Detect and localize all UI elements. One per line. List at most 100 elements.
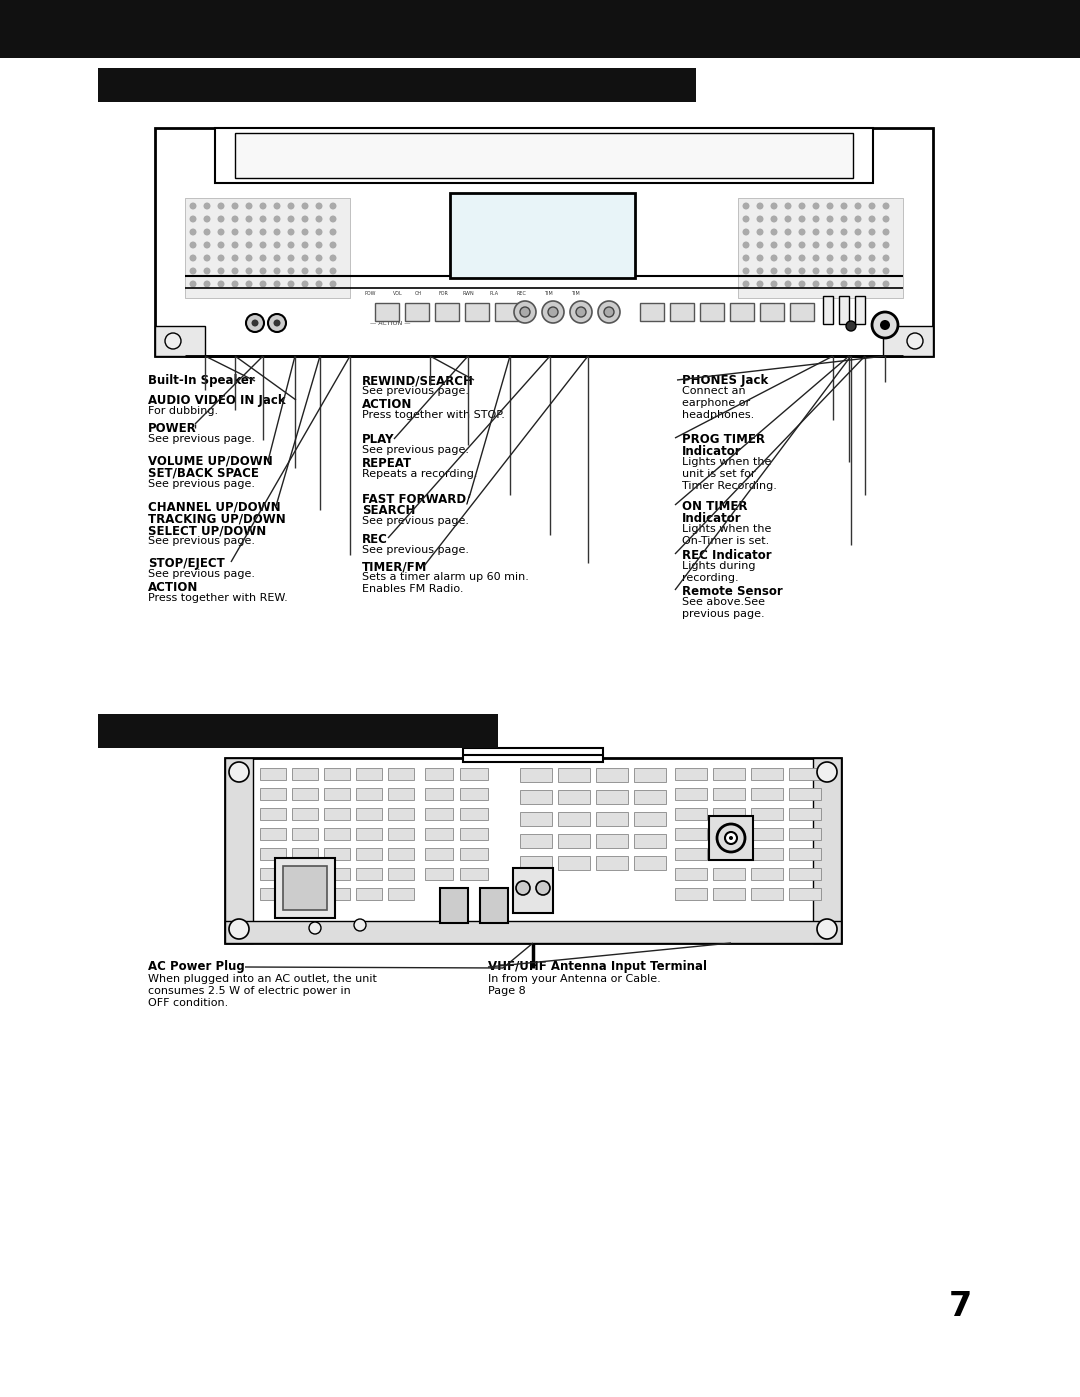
Circle shape [301,242,309,249]
Circle shape [882,215,890,222]
Circle shape [868,229,876,236]
Bar [463,747,603,761]
Bar [260,788,286,800]
Circle shape [231,242,239,249]
Circle shape [784,267,792,274]
Circle shape [273,254,281,261]
Bar [292,888,318,900]
Circle shape [203,229,211,236]
Bar [513,868,553,914]
Circle shape [217,215,225,222]
Bar [596,768,627,782]
Bar [465,303,489,321]
Circle shape [259,281,267,288]
Circle shape [189,215,197,222]
Text: Connect an: Connect an [681,386,745,395]
Bar [225,759,253,943]
Circle shape [717,824,745,852]
Circle shape [907,332,923,349]
Circle shape [229,919,249,939]
Text: earphone or: earphone or [681,398,751,408]
Bar [460,848,488,861]
Text: TRACKING UP/DOWN: TRACKING UP/DOWN [148,511,286,525]
Text: See previous page.: See previous page. [148,434,255,444]
Text: TIMER/FM: TIMER/FM [362,560,428,573]
Bar [324,768,350,780]
Circle shape [315,254,323,261]
Text: See previous page.: See previous page. [148,479,255,489]
Circle shape [189,229,197,236]
Bar [225,921,841,943]
Bar [713,788,745,800]
Circle shape [217,281,225,288]
Circle shape [743,229,750,236]
Circle shape [880,320,890,330]
Bar [292,828,318,840]
Bar [751,848,783,861]
Bar [292,788,318,800]
Circle shape [203,281,211,288]
Circle shape [301,267,309,274]
Circle shape [245,242,253,249]
Text: Press together with REW.: Press together with REW. [148,592,287,604]
Circle shape [259,215,267,222]
Circle shape [840,229,848,236]
Bar [375,303,399,321]
Bar [426,848,453,861]
Circle shape [273,203,281,210]
Bar [388,807,414,820]
Circle shape [729,835,733,840]
Text: Sets a timer alarm up 60 min.: Sets a timer alarm up 60 min. [362,571,529,583]
Circle shape [854,267,862,274]
Circle shape [217,267,225,274]
Text: See previous page.: See previous page. [148,536,255,546]
Bar [356,848,382,861]
Circle shape [287,203,295,210]
Bar [156,326,205,356]
Circle shape [743,203,750,210]
Circle shape [217,254,225,261]
Text: PROG TIMER: PROG TIMER [681,433,765,446]
Bar [751,788,783,800]
Circle shape [273,229,281,236]
Circle shape [245,215,253,222]
Text: See previous page.: See previous page. [362,446,469,455]
Text: OFF condition.: OFF condition. [148,997,228,1009]
Text: VOLUME UP/DOWN: VOLUME UP/DOWN [148,455,273,468]
Text: SEARCH: SEARCH [362,504,416,517]
Text: STOP/EJECT: STOP/EJECT [148,557,225,570]
Bar [675,848,707,861]
Text: AUDIO VIDEO IN Jack: AUDIO VIDEO IN Jack [148,394,285,407]
Bar [675,807,707,820]
Bar [324,848,350,861]
Circle shape [882,267,890,274]
Text: ACTION: ACTION [362,398,413,411]
Bar [460,868,488,880]
Circle shape [798,281,806,288]
Circle shape [854,203,862,210]
Bar [634,812,666,826]
Bar [596,789,627,805]
Bar [405,303,429,321]
Bar [760,303,784,321]
Circle shape [245,229,253,236]
Circle shape [354,919,366,930]
Bar [675,868,707,880]
Bar [260,768,286,780]
Circle shape [784,229,792,236]
Circle shape [542,300,564,323]
Circle shape [812,281,820,288]
Circle shape [826,254,834,261]
Bar [558,834,590,848]
Bar [789,848,821,861]
Circle shape [231,203,239,210]
Bar [596,856,627,870]
Text: CHANNEL UP/DOWN: CHANNEL UP/DOWN [148,500,281,513]
Circle shape [756,215,764,222]
Circle shape [798,229,806,236]
Circle shape [868,267,876,274]
Text: REWIND/SEARCH: REWIND/SEARCH [362,374,474,387]
Circle shape [725,833,737,844]
Text: Page 8: Page 8 [488,986,526,996]
Bar [789,788,821,800]
